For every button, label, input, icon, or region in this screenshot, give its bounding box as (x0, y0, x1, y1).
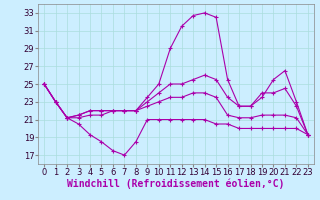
X-axis label: Windchill (Refroidissement éolien,°C): Windchill (Refroidissement éolien,°C) (67, 179, 285, 189)
